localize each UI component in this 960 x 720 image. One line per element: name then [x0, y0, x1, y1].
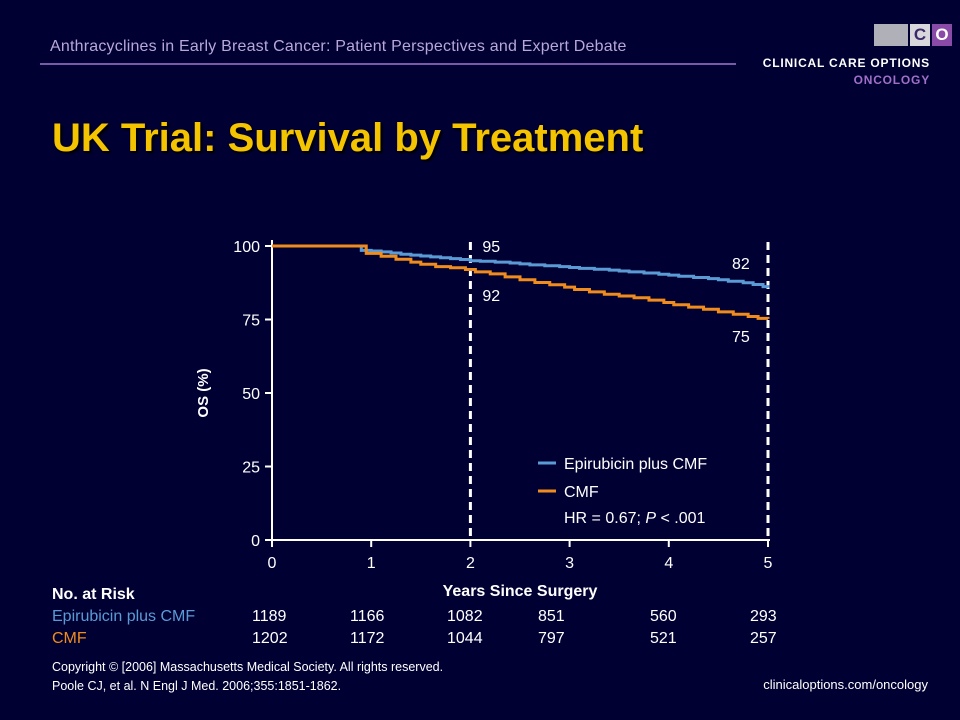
risk-count: 1044 [447, 630, 483, 647]
footer-url: clinicaloptions.com/oncology [763, 677, 928, 692]
survival-annotation: 82 [732, 256, 750, 273]
y-tick-label: 100 [233, 239, 260, 256]
logo-text-line1: CLINICAL CARE OPTIONS [762, 56, 930, 70]
risk-count: 797 [538, 630, 565, 647]
survival-annotation: 75 [732, 329, 750, 346]
y-tick-label: 50 [242, 386, 260, 403]
slide-title: UK Trial: Survival by Treatment [52, 116, 644, 160]
copyright-notice: Copyright © [2006] Massachusetts Medical… [52, 658, 443, 696]
x-tick-label: 1 [367, 555, 376, 572]
risk-count: 1166 [350, 608, 385, 625]
hazard-ratio-text: HR = 0.67; P < .001 [564, 510, 706, 527]
legend-label: CMF [564, 484, 599, 501]
y-tick-label: 75 [242, 313, 260, 330]
survival-curve-epirubicin [272, 244, 770, 289]
x-tick-label: 3 [565, 555, 574, 572]
risk-row-label: Epirubicin plus CMF [52, 608, 196, 625]
logo-letter-c: C [910, 24, 930, 46]
logo-blocks: C O [872, 24, 952, 46]
risk-table-header: No. at Risk [52, 586, 135, 603]
risk-count: 293 [750, 608, 777, 625]
y-tick-label: 0 [251, 533, 260, 550]
slide-subtitle: Anthracyclines in Early Breast Cancer: P… [50, 38, 627, 55]
x-tick-label: 4 [664, 555, 673, 572]
survival-annotation: 92 [482, 288, 500, 305]
x-axis-label: Years Since Surgery [443, 583, 598, 600]
y-tick-label: 25 [242, 460, 260, 477]
x-tick-label: 2 [466, 555, 475, 572]
survival-annotation: 95 [482, 239, 500, 256]
x-tick-label: 0 [268, 555, 277, 572]
clinical-care-options-logo: C O CLINICAL CARE OPTIONS ONCOLOGY [762, 24, 952, 90]
y-axis-label: OS (%) [195, 368, 212, 417]
risk-row-label: CMF [52, 630, 87, 647]
risk-count: 257 [750, 630, 777, 647]
risk-count: 1189 [252, 608, 287, 625]
legend-label: Epirubicin plus CMF [564, 456, 707, 473]
risk-count: 560 [650, 608, 677, 625]
logo-text-line2: ONCOLOGY [853, 73, 930, 87]
logo-letter-o: O [932, 24, 952, 46]
copyright-line: Copyright © [2006] Massachusetts Medical… [52, 660, 444, 674]
risk-count: 1172 [350, 630, 385, 647]
x-tick-label: 5 [764, 555, 773, 572]
logo-block-gray [874, 24, 908, 46]
risk-count: 1202 [252, 630, 288, 647]
risk-count: 1082 [447, 608, 483, 625]
subtitle-divider [40, 63, 736, 65]
survival-curve-cmf [272, 244, 770, 320]
risk-count: 851 [538, 608, 565, 625]
citation-line: Poole CJ, et al. N Engl J Med. 2006;355:… [52, 679, 342, 693]
risk-count: 521 [650, 630, 677, 647]
